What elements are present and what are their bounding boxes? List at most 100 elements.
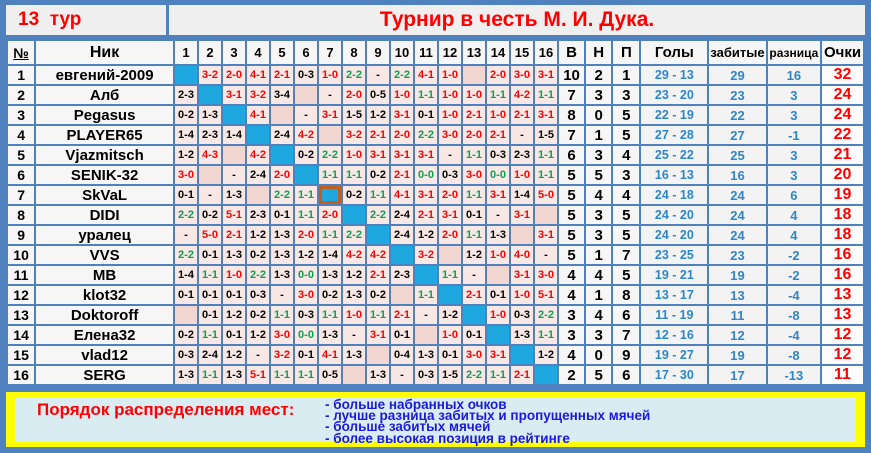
losses-value: 6 xyxy=(611,304,642,326)
wins-value: 6 xyxy=(556,144,587,166)
result-cell: 1-1 xyxy=(197,364,223,386)
result-cell: - xyxy=(485,204,511,226)
result-cell: 1-1 xyxy=(317,164,343,186)
player-nick: PLAYER65 xyxy=(34,124,175,146)
points-value: 16 xyxy=(819,244,866,266)
result-cell: 2-4 xyxy=(269,124,295,146)
result-cell: 2-3 xyxy=(245,204,271,226)
result-cell: - xyxy=(413,304,439,326)
result-cell: 2-0 xyxy=(389,124,415,146)
result-cell: 1-2 xyxy=(461,244,487,266)
result-cell: 0-3 xyxy=(293,304,319,326)
diagonal-cell xyxy=(221,104,247,126)
player-row: 7 SkVaL 0-1-1-3 2-2 1-1 0-2 1-1 4-1 3-1 2-0 1-1 3-1… xyxy=(5,184,866,206)
result-cell: 1-2 xyxy=(245,324,271,346)
result-cell: 3-1 xyxy=(413,184,439,206)
player-nick: MB xyxy=(34,264,175,286)
result-cell: - xyxy=(461,264,487,286)
col-header-opponent: 11 xyxy=(413,39,439,66)
result-cell: - xyxy=(173,224,199,246)
losses-value: 3 xyxy=(611,84,642,106)
result-cell xyxy=(437,244,463,266)
result-cell: 1-1 xyxy=(413,84,439,106)
losses-value: 5 xyxy=(611,104,642,126)
diff-value: -2 xyxy=(765,244,822,266)
result-cell: 1-3 xyxy=(269,244,295,266)
tiebreak-rules: - больше набранных очков - лучше разница… xyxy=(325,398,856,445)
wins-value: 4 xyxy=(556,264,587,286)
result-cell: 3-2 xyxy=(341,124,367,146)
draws-value: 3 xyxy=(584,224,614,246)
player-rank: 11 xyxy=(5,264,37,286)
result-cell: 3-0 xyxy=(293,284,319,306)
result-cell: 2-2 xyxy=(245,264,271,286)
result-cell: 1-1 xyxy=(365,304,391,326)
result-cell xyxy=(341,364,367,386)
scored-value: 23 xyxy=(707,244,768,266)
result-cell: 3-1 xyxy=(509,264,535,286)
crosstable: № Ник 1 2 3 4 5 6 7 8 9 10 11 12 13 14 15 16 В Н П Голы забиты… xyxy=(5,39,866,386)
player-nick: Pegasus xyxy=(34,104,175,126)
wins-value: 5 xyxy=(556,224,587,246)
player-row: 11 MB 1-4 1-1 1-0 2-2 1-3 0-0 1-3 1-2 2-1 2-3 1-1-3-… xyxy=(5,264,866,286)
result-cell: 1-0 xyxy=(317,64,343,86)
player-row: 9 уралец -5-0 2-1 1-2 1-3 2-0 1-1 2-2 2-4 1-2 2-0 1-… xyxy=(5,224,866,246)
player-nick: vlad12 xyxy=(34,344,175,366)
result-cell xyxy=(365,344,391,366)
result-cell: 1-3 xyxy=(317,324,343,346)
result-cell: 1-0 xyxy=(341,144,367,166)
result-cell: 2-2 xyxy=(341,224,367,246)
goals-value: 24 - 20 xyxy=(639,224,710,246)
result-cell: 0-2 xyxy=(293,144,319,166)
points-value: 32 xyxy=(819,64,866,86)
goals-value: 19 - 21 xyxy=(639,264,710,286)
result-cell: 0-3 xyxy=(509,304,535,326)
player-nick: Doktoroff xyxy=(34,304,175,326)
goals-value: 29 - 13 xyxy=(639,64,710,86)
diagonal-cell xyxy=(485,324,511,346)
player-rank: 2 xyxy=(5,84,37,106)
diagonal-cell xyxy=(389,244,415,266)
result-cell: 0-2 xyxy=(197,204,223,226)
player-nick: SENIK-32 xyxy=(34,164,175,186)
scored-value: 29 xyxy=(707,64,768,86)
diagonal-cell xyxy=(509,344,535,366)
result-cell: - xyxy=(437,144,463,166)
tiebreak-footer: Порядок распределения мест: - больше наб… xyxy=(6,392,865,447)
result-cell: 4-1 xyxy=(245,64,271,86)
result-cell: 2-1 xyxy=(485,124,511,146)
player-row: 4 PLAYER65 1-4 2-3 1-4 2-4 4-2 3-2 2-1 2-0 2-2 3-0 2… xyxy=(5,124,866,146)
player-nick: klot32 xyxy=(34,284,175,306)
result-cell: 3-1 xyxy=(389,104,415,126)
diff-value: 3 xyxy=(765,144,822,166)
player-rank: 9 xyxy=(5,224,37,246)
diff-value: 3 xyxy=(765,84,822,106)
losses-value: 5 xyxy=(611,124,642,146)
result-cell: 1-1 xyxy=(485,84,511,106)
result-cell: 1-4 xyxy=(173,264,199,286)
points-value: 20 xyxy=(819,164,866,186)
col-header-goals: Голы xyxy=(639,39,710,66)
result-cell: 2-3 xyxy=(197,124,223,146)
result-cell: 1-3 xyxy=(221,184,247,206)
goals-value: 16 - 13 xyxy=(639,164,710,186)
losses-value: 5 xyxy=(611,264,642,286)
scored-value: 19 xyxy=(707,344,768,366)
points-value: 11 xyxy=(819,364,866,386)
result-cell xyxy=(461,64,487,86)
result-cell: - xyxy=(341,324,367,346)
result-cell: 1-3 xyxy=(485,224,511,246)
diff-value: 3 xyxy=(765,164,822,186)
player-rank: 6 xyxy=(5,164,37,186)
scored-value: 17 xyxy=(707,364,768,386)
result-cell: 0-1 xyxy=(437,344,463,366)
result-cell: 0-4 xyxy=(389,344,415,366)
diff-value: -13 xyxy=(765,364,822,386)
result-cell: 0-3 xyxy=(437,164,463,186)
result-cell: 1-0 xyxy=(437,324,463,346)
result-cell: 4-2 xyxy=(341,244,367,266)
result-cell: 3-0 xyxy=(461,344,487,366)
result-cell: 0-1 xyxy=(461,324,487,346)
draws-value: 5 xyxy=(584,364,614,386)
result-cell xyxy=(245,184,271,206)
